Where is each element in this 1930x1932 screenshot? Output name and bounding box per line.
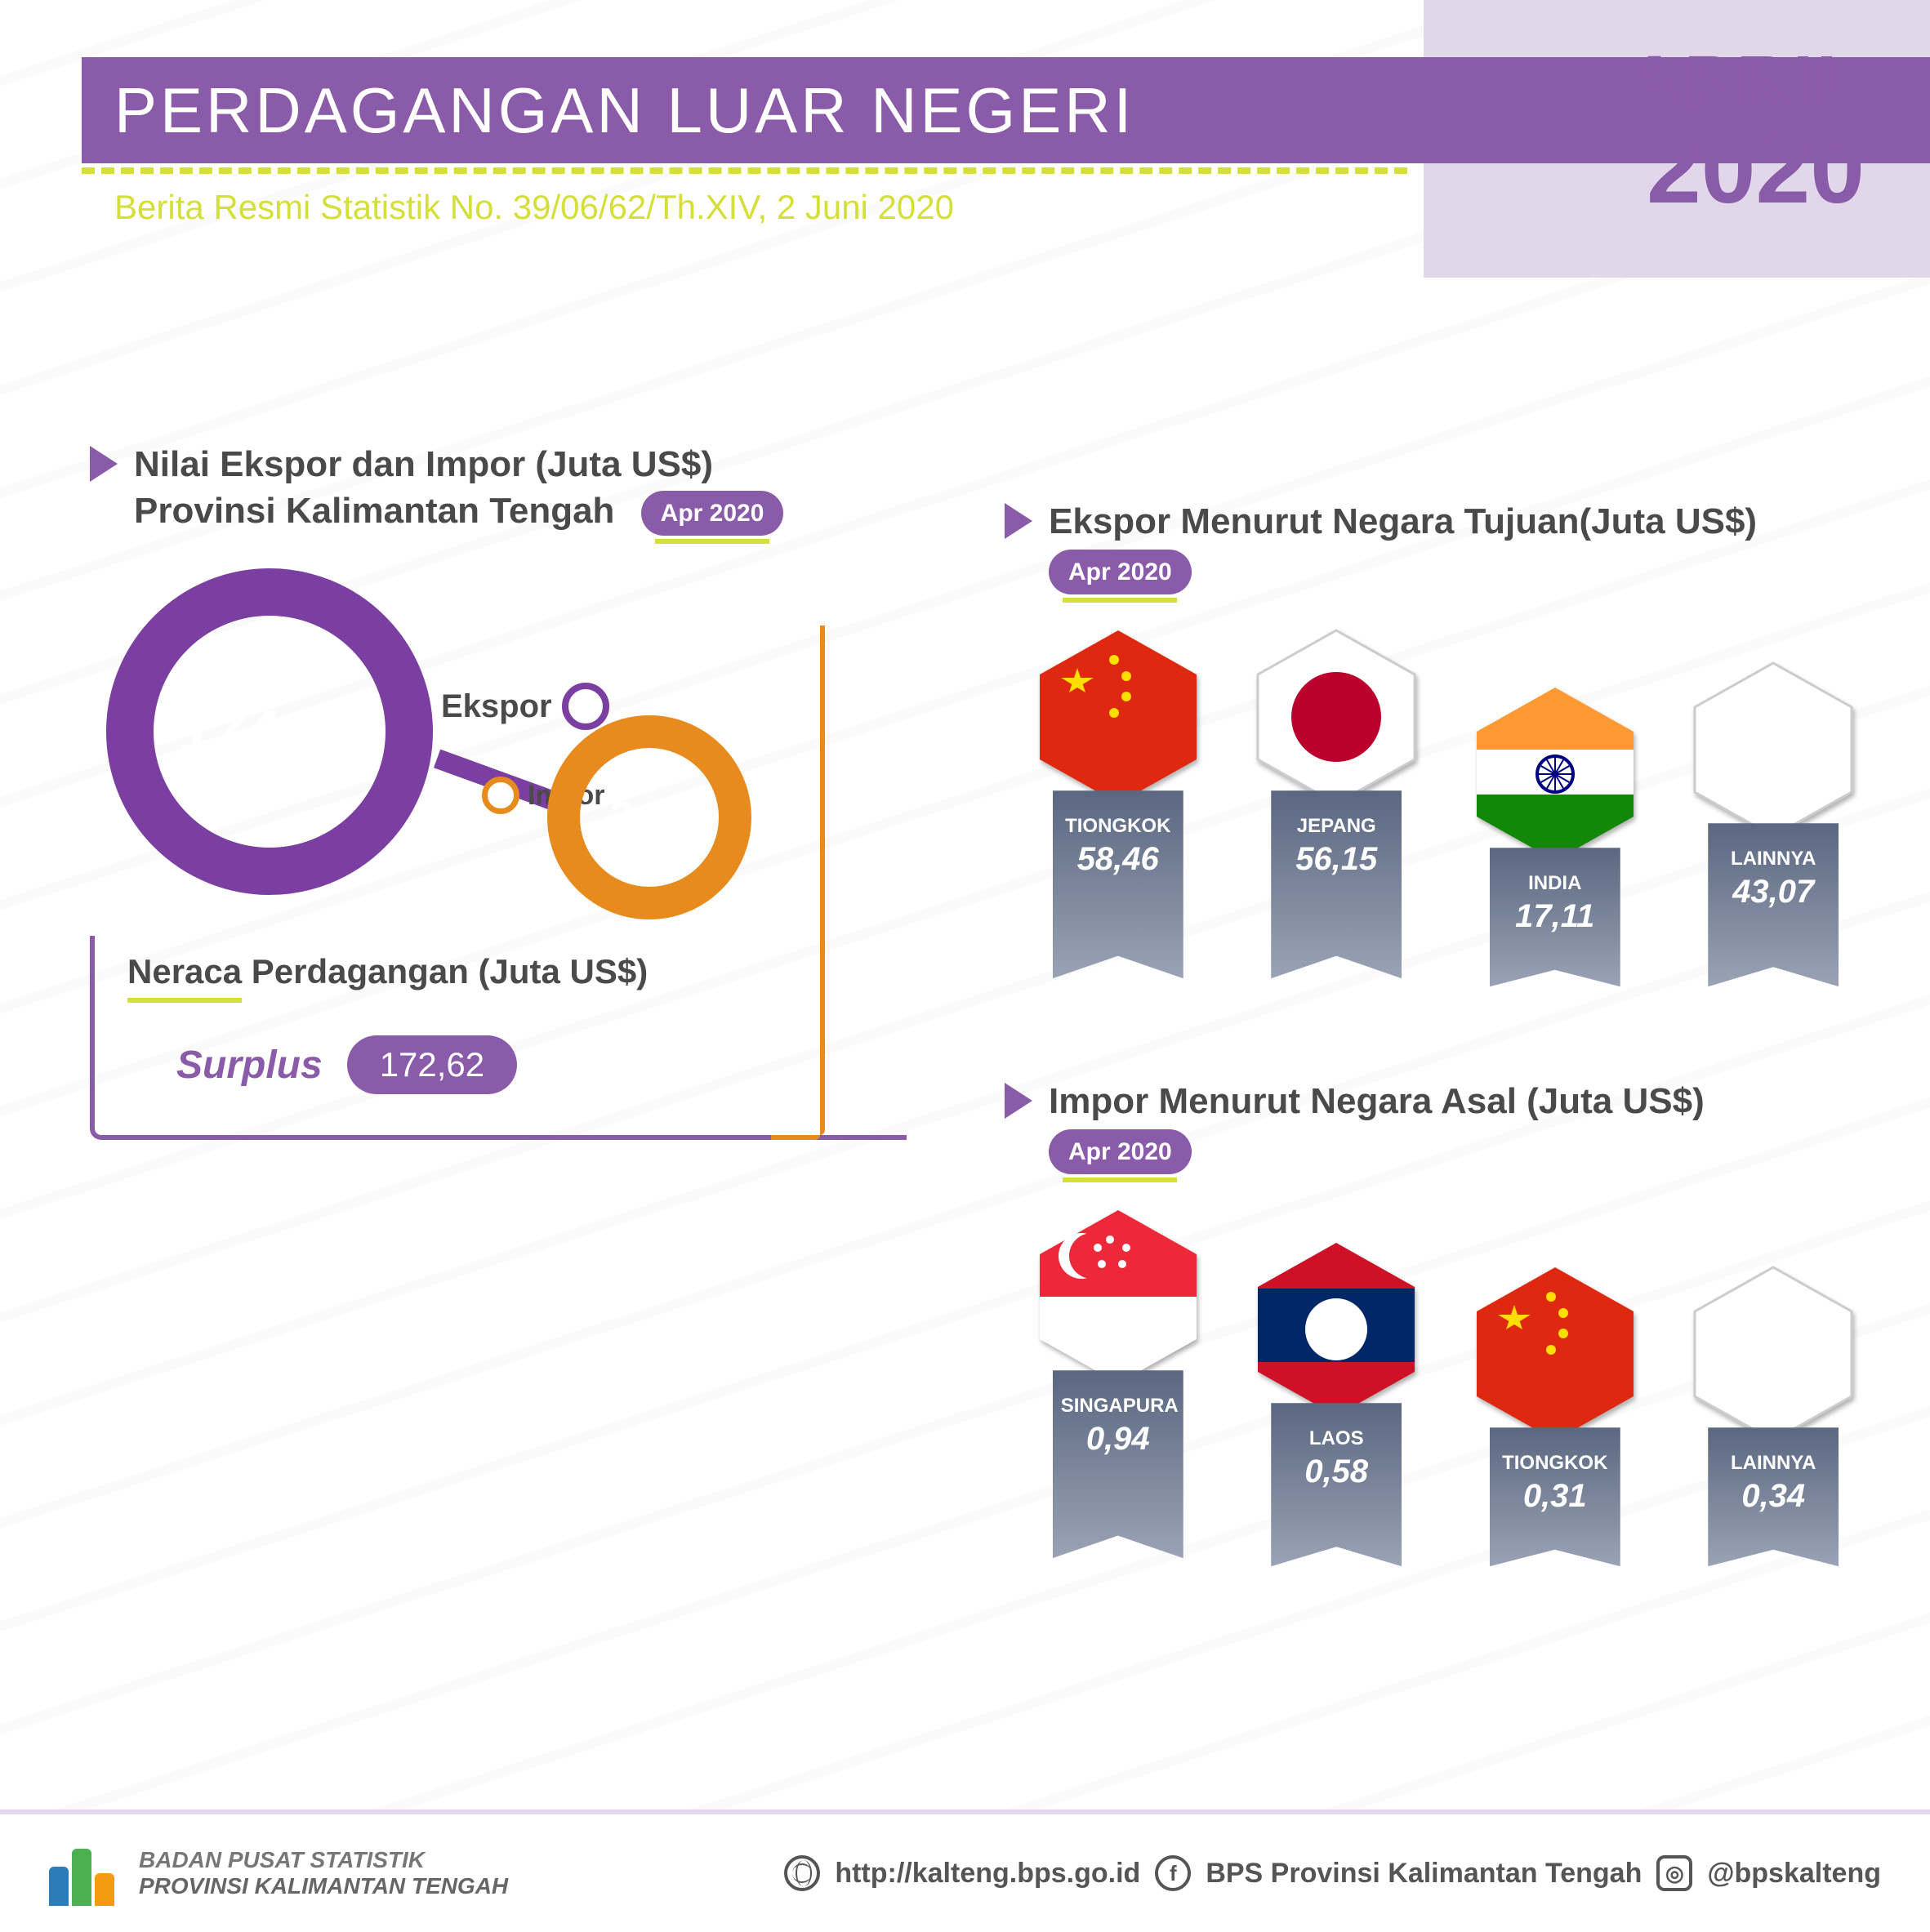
footer-links: http://kalteng.bps.go.id f BPS Provinsi … [784,1855,1881,1891]
singapore-flag-icon [1036,1207,1200,1387]
country-item: LAINNYA 0,34 [1677,1207,1871,1566]
subtitle-text: Berita Resmi Statistik No. 39/06/62/Th.X… [114,188,954,227]
country-name: LAINNYA [1716,848,1830,870]
surplus-label: Surplus [176,1043,323,1088]
ekspor-impor-graphic: 174,79 Ekspor Impor 2,17 [90,560,907,903]
period-year: 2020 [1628,125,1865,213]
country-name: LAINNYA [1716,1452,1830,1475]
section-title-line2: Provinsi Kalimantan Tengah [134,491,614,531]
neraca-label: Neraca Perdagangan (Juta US$) [127,952,874,1003]
surplus-row: Surplus 172,62 [176,1035,874,1094]
footer-fb: BPS Provinsi Kalimantan Tengah [1206,1858,1642,1890]
section-title-text: Ekspor Menurut Negara Tujuan(Juta US$) [1049,501,1757,541]
country-name: INDIA [1498,872,1612,895]
footer-url: http://kalteng.bps.go.id [835,1858,1140,1890]
blank-flag-icon [1692,660,1855,839]
facebook-icon: f [1155,1855,1191,1891]
ekspor-impor-section: Nilai Ekspor dan Impor (Juta US$) Provin… [90,441,907,1140]
org-region: PROVINSI KALIMANTAN TENGAH [139,1873,508,1899]
neraca-box: Neraca Perdagangan (Juta US$) Surplus 17… [90,936,907,1140]
impor-ring: 2,17 [547,715,751,919]
country-ribbon: JEPANG 56,15 [1271,790,1402,978]
period-pill: Apr 2020 [641,491,784,536]
section-title-text: Impor Menurut Negara Asal (Juta US$) [1049,1081,1705,1121]
footer-ig: @bpskalteng [1707,1858,1881,1890]
country-value: 43,07 [1716,874,1830,910]
country-name: LAOS [1279,1427,1393,1450]
period-pill: Apr 2020 [1049,550,1192,594]
country-name: SINGAPURA [1061,1395,1175,1418]
period-pill: Apr 2020 [1049,1129,1192,1174]
neraca-right-border [820,625,825,1135]
country-name: TIONGKOK [1498,1452,1612,1475]
china-flag-icon [1036,627,1200,807]
page-title: PERDAGANGAN LUAR NEGERI [114,73,1134,148]
title-dash-line [82,167,1407,174]
impor-flag-row: SINGAPURA 0,94 LAOS 0,58 TIONGKOK 0,31 LAINNYA… [1021,1207,1870,1566]
section-title: Ekspor Menurut Negara Tujuan(Juta US$) A… [1049,498,1757,594]
country-ribbon: INDIA 17,11 [1490,848,1620,986]
india-flag-icon [1473,684,1637,864]
org-name: BADAN PUSAT STATISTIK [139,1847,508,1873]
china-flag-icon [1473,1264,1637,1444]
footer: BADAN PUSAT STATISTIK PROVINSI KALIMANTA… [0,1810,1930,1932]
period-month: APRIL [1628,41,1865,125]
surplus-value: 172,62 [347,1035,517,1094]
country-ribbon: LAOS 0,58 [1271,1403,1402,1566]
country-ribbon: LAINNYA 0,34 [1708,1427,1839,1566]
country-value: 0,58 [1279,1453,1393,1490]
section-heading: Nilai Ekspor dan Impor (Juta US$) Provin… [90,441,907,536]
country-ribbon: TIONGKOK 0,31 [1490,1427,1620,1566]
org-text: BADAN PUSAT STATISTIK PROVINSI KALIMANTA… [139,1847,508,1899]
country-name: JEPANG [1279,815,1393,838]
country-item: JEPANG 56,15 [1240,627,1434,986]
ekspor-value: 174,79 [180,698,359,765]
country-value: 17,11 [1498,898,1612,935]
ekspor-ring: 174,79 [106,568,433,895]
triangle-bullet-icon [1005,503,1032,539]
country-item: TIONGKOK 58,46 [1021,627,1215,986]
country-ribbon: LAINNYA 43,07 [1708,823,1839,986]
ekspor-flag-row: TIONGKOK 58,46 JEPANG 56,15 INDIA 17,11 LAINNY… [1021,627,1870,986]
laos-flag-icon [1255,1240,1418,1419]
country-value: 56,15 [1279,841,1393,878]
ekspor-negara-section: Ekspor Menurut Negara Tujuan(Juta US$) A… [1005,498,1870,986]
impor-value: 2,17 [608,793,690,842]
triangle-bullet-icon [1005,1083,1032,1119]
country-ribbon: SINGAPURA 0,94 [1053,1370,1183,1558]
country-item: LAINNYA 43,07 [1677,627,1871,986]
globe-icon [784,1855,820,1891]
section-heading: Ekspor Menurut Negara Tujuan(Juta US$) A… [1005,498,1870,594]
country-item: LAOS 0,58 [1240,1207,1434,1566]
period-badge: APRIL 2020 [1628,41,1865,213]
country-value: 0,31 [1498,1478,1612,1515]
country-value: 0,34 [1716,1478,1830,1515]
impor-negara-section: Impor Menurut Negara Asal (Juta US$) Apr… [1005,1078,1870,1566]
blank-flag-icon [1692,1264,1855,1444]
section-title-line1: Nilai Ekspor dan Impor (Juta US$) [134,444,713,484]
japan-flag-icon [1255,627,1418,807]
header: PERDAGANGAN LUAR NEGERI Berita Resmi Sta… [0,57,1930,253]
section-title: Nilai Ekspor dan Impor (Juta US$) Provin… [134,441,783,536]
country-value: 58,46 [1061,841,1175,878]
country-item: SINGAPURA 0,94 [1021,1207,1215,1566]
instagram-icon: ◎ [1656,1855,1692,1891]
triangle-bullet-icon [90,446,118,482]
section-title: Impor Menurut Negara Asal (Juta US$) Apr… [1049,1078,1705,1174]
ekspor-label: Ekspor [441,683,609,730]
country-name: TIONGKOK [1061,815,1175,838]
bps-logo-icon [49,1841,114,1906]
section-heading: Impor Menurut Negara Asal (Juta US$) Apr… [1005,1078,1870,1174]
country-item: INDIA 17,11 [1458,627,1652,986]
country-item: TIONGKOK 0,31 [1458,1207,1652,1566]
country-value: 0,94 [1061,1421,1175,1458]
country-ribbon: TIONGKOK 58,46 [1053,790,1183,978]
